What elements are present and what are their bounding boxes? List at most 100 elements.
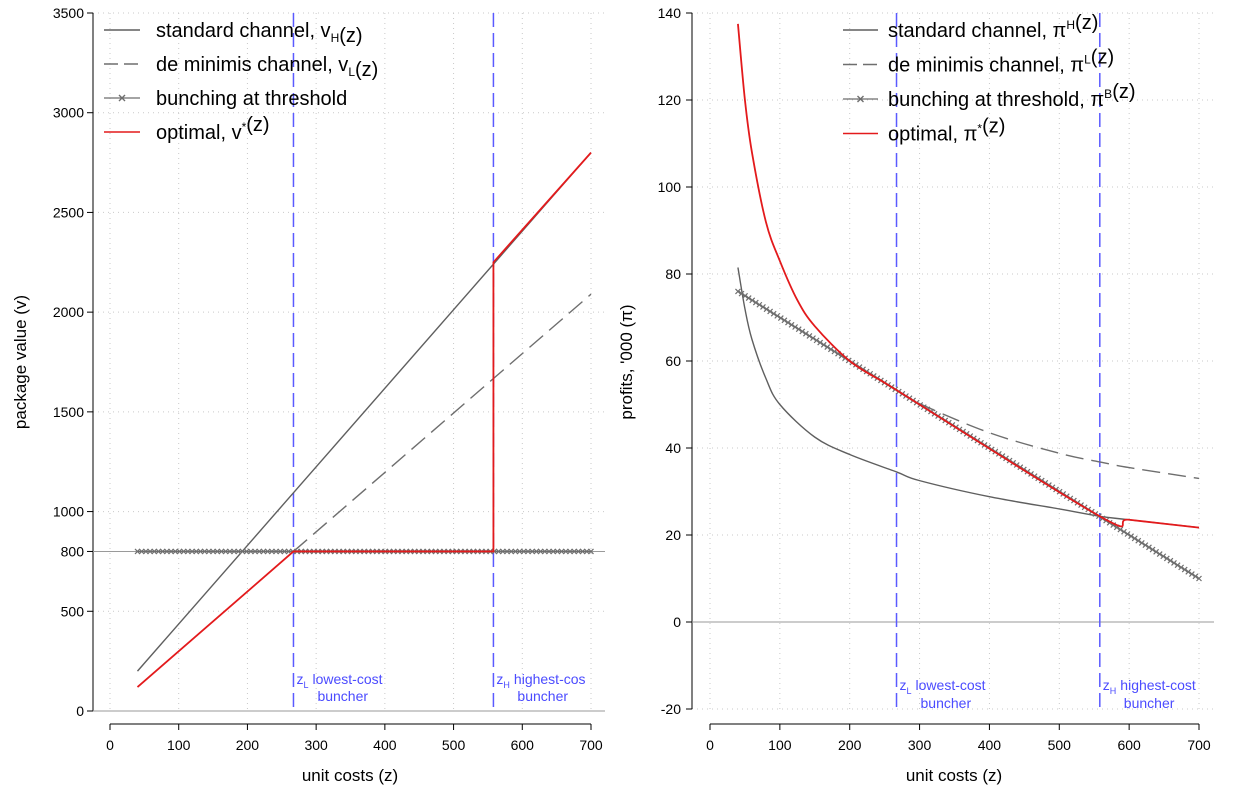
left-axes: 0 500 800 1000 1500 2000 2500 3000 3500 0 100 200 30… xyxy=(53,5,603,753)
series-bunching-at-threshold-marker xyxy=(138,548,145,555)
series-bunching-at-threshold-marker xyxy=(579,548,586,555)
x-tick-label: 700 xyxy=(1187,737,1211,753)
legend-item-2: bunching at threshold xyxy=(104,88,347,110)
series-bunching-at-threshold-marker xyxy=(1128,533,1135,540)
series-bunching-at-threshold-marker xyxy=(504,548,510,555)
series-bunching-at-threshold-marker xyxy=(1178,564,1185,571)
vline-label-line2: buncher xyxy=(921,695,972,711)
series-de-minimis-channel-line xyxy=(293,293,592,552)
y-tick-label: 100 xyxy=(658,179,682,195)
left-legend: standard channel, vH(z) de minimis channe… xyxy=(104,20,378,144)
series-bunching-at-threshold-marker xyxy=(806,332,813,339)
series-bunching-at-threshold-marker xyxy=(817,339,824,346)
x-tick-label: 100 xyxy=(167,737,191,753)
x-tick-label: 600 xyxy=(1117,737,1141,753)
vline-label-line2: buncher xyxy=(517,688,568,704)
series-bunching-at-threshold-marker xyxy=(210,548,216,555)
series-bunching-at-threshold-marker xyxy=(781,317,788,324)
series-bunching-at-threshold-marker xyxy=(785,319,791,326)
y-tick-label: 500 xyxy=(61,603,85,619)
series-bunching-at-threshold-marker xyxy=(838,353,845,359)
series-bunching-at-threshold-marker xyxy=(281,548,288,555)
series-bunching-at-threshold-marker xyxy=(264,548,271,555)
series-bunching-at-threshold-marker xyxy=(567,548,573,555)
series-bunching-at-threshold-marker xyxy=(795,326,802,333)
right-axes: -20 0 20 40 60 80 100 120 140 0 100 200 300 400 500 600… xyxy=(658,5,1211,753)
x-tick-label: 300 xyxy=(304,737,328,753)
vline-label: zL lowest-cost xyxy=(900,677,986,696)
x-tick-label: 0 xyxy=(706,737,714,753)
series-bunching-at-threshold-marker xyxy=(1185,568,1192,575)
series-bunching-at-threshold-marker xyxy=(756,301,763,308)
series-bunching-at-threshold-marker xyxy=(155,548,162,555)
x-tick-label: 100 xyxy=(768,737,792,753)
legend-swatch-marker xyxy=(857,95,864,103)
series-bunching-at-threshold-marker xyxy=(235,548,242,555)
x-tick-label: 700 xyxy=(579,737,603,753)
left-plot-area xyxy=(93,13,605,712)
right-legend: standard channel, πH(z) de minimis channe… xyxy=(843,12,1136,146)
series-bunching-at-threshold-marker xyxy=(193,548,200,555)
series-bunching-at-threshold-marker xyxy=(1181,566,1188,573)
y-tick-label: -20 xyxy=(661,701,681,717)
y-tick-label: 40 xyxy=(665,440,681,456)
series-bunching-at-threshold-marker xyxy=(180,548,187,555)
series-bunching-at-threshold-marker xyxy=(231,548,237,555)
series-bunching-at-threshold-marker xyxy=(163,548,170,555)
x-tick-label: 300 xyxy=(908,737,932,753)
vline-label: zH highest-cost xyxy=(1103,677,1196,696)
series-bunching-at-threshold-marker xyxy=(142,548,149,555)
series-bunching-at-threshold-marker xyxy=(533,548,540,555)
series-bunching-at-threshold-marker xyxy=(134,548,141,555)
y-tick-label: 20 xyxy=(665,527,681,543)
series-bunching-at-threshold-marker xyxy=(752,299,759,306)
series-bunching-at-threshold-marker xyxy=(763,306,770,313)
right-x-axis-title: unit costs (z) xyxy=(906,766,1002,785)
series-bunching-at-threshold-marker xyxy=(1124,531,1131,537)
series-bunching-at-threshold-marker xyxy=(1188,571,1195,577)
series-bunching-at-threshold-marker xyxy=(788,321,795,328)
series-bunching-at-threshold-marker xyxy=(256,548,263,555)
series-bunching-at-threshold-marker xyxy=(824,344,831,350)
y-tick-label: 800 xyxy=(61,543,85,559)
vline-label-line2: buncher xyxy=(1124,695,1175,711)
series-bunching-at-threshold-marker xyxy=(529,548,536,555)
series-bunching-at-threshold-marker xyxy=(1153,548,1160,555)
series-bunching-at-threshold-marker xyxy=(201,548,208,555)
right-plot-area xyxy=(692,13,1214,709)
series-bunching-at-threshold-marker xyxy=(205,548,212,555)
series-bunching-at-threshold-marker xyxy=(184,548,191,555)
x-tick-label: 400 xyxy=(978,737,1002,753)
legend-item-0: standard channel, vH(z) xyxy=(104,20,363,47)
series-bunching-at-threshold-marker xyxy=(1121,528,1127,535)
series-standard-channel-line xyxy=(737,267,1200,529)
series-bunching-at-threshold-marker xyxy=(1117,526,1124,533)
legend-label: de minimis channel, vL(z) xyxy=(156,54,378,81)
series-bunching-at-threshold-marker xyxy=(247,548,254,555)
series-bunching-at-threshold-marker xyxy=(176,548,183,555)
left-x-axis-title: unit costs (z) xyxy=(302,766,398,785)
legend-label: optimal, v*(z) xyxy=(156,114,270,144)
y-tick-label: 3000 xyxy=(53,105,84,121)
series-bunching-at-threshold-marker xyxy=(738,290,745,297)
series-bunching-at-threshold-marker xyxy=(168,548,175,555)
legend-swatch-marker xyxy=(118,94,126,102)
series-bunching-at-threshold-marker xyxy=(792,324,799,330)
series-bunching-at-threshold-marker xyxy=(260,548,267,555)
series-bunching-at-threshold-marker xyxy=(541,548,548,555)
series-bunching-at-threshold-marker xyxy=(1149,546,1156,553)
series-bunching-at-threshold-marker xyxy=(214,548,221,555)
legend-label: standard channel, πH(z) xyxy=(888,12,1098,42)
series-bunching-at-threshold-marker xyxy=(277,548,284,555)
legend-label: bunching at threshold, πB(z) xyxy=(888,81,1136,111)
series-bunching-at-threshold-marker xyxy=(558,548,565,555)
legend-label: de minimis channel, πL(z) xyxy=(888,47,1114,77)
series-bunching-at-threshold-marker xyxy=(777,315,784,322)
y-tick-label: 140 xyxy=(658,5,682,21)
y-tick-label: 2500 xyxy=(53,204,84,220)
series-bunching-at-threshold-marker xyxy=(813,337,820,344)
series-bunching-at-threshold-marker xyxy=(197,548,204,555)
series-bunching-at-threshold-marker xyxy=(159,548,166,555)
y-tick-label: 2000 xyxy=(53,304,84,320)
